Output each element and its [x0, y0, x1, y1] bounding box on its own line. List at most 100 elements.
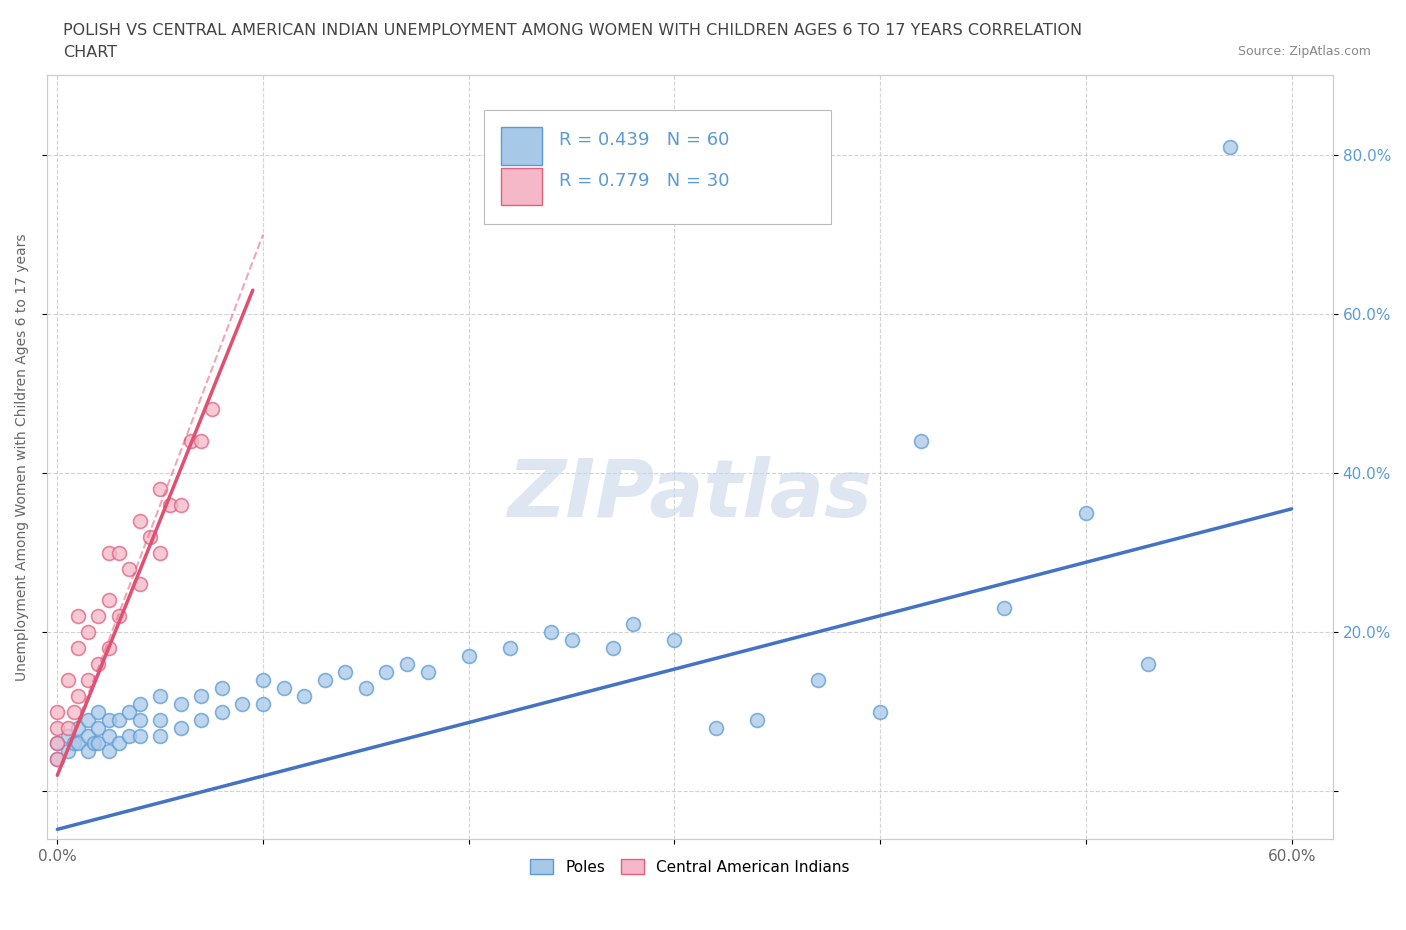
Point — [561, 632, 583, 647]
Point — [664, 632, 686, 647]
FancyBboxPatch shape — [484, 110, 831, 224]
Point — [170, 498, 193, 512]
FancyBboxPatch shape — [501, 127, 543, 165]
Point — [273, 681, 295, 696]
Point — [292, 688, 315, 703]
Point — [869, 704, 891, 719]
Point — [231, 697, 253, 711]
Point — [62, 736, 84, 751]
Point — [66, 720, 89, 735]
Point — [252, 672, 274, 687]
Point — [170, 720, 193, 735]
Text: POLISH VS CENTRAL AMERICAN INDIAN UNEMPLOYMENT AMONG WOMEN WITH CHILDREN AGES 6 : POLISH VS CENTRAL AMERICAN INDIAN UNEMPL… — [63, 23, 1083, 38]
Point — [46, 720, 69, 735]
Point — [118, 704, 141, 719]
Point — [375, 664, 398, 679]
Point — [416, 664, 439, 679]
Point — [46, 736, 69, 751]
Point — [97, 712, 120, 727]
Point — [108, 609, 131, 624]
Point — [118, 728, 141, 743]
Point — [87, 736, 110, 751]
Point — [118, 561, 141, 576]
Point — [211, 704, 233, 719]
Point — [87, 720, 110, 735]
Legend: Poles, Central American Indians: Poles, Central American Indians — [524, 853, 855, 881]
Point — [97, 744, 120, 759]
Point — [139, 529, 162, 544]
Point — [128, 728, 150, 743]
Point — [190, 712, 212, 727]
Point — [128, 712, 150, 727]
Text: ZIPatlas: ZIPatlas — [508, 457, 872, 535]
Point — [314, 672, 336, 687]
Point — [56, 728, 79, 743]
Text: Source: ZipAtlas.com: Source: ZipAtlas.com — [1237, 45, 1371, 58]
Point — [46, 752, 69, 767]
Point — [396, 657, 419, 671]
Point — [66, 688, 89, 703]
Point — [201, 402, 224, 417]
Point — [87, 609, 110, 624]
Point — [108, 712, 131, 727]
Text: R = 0.779   N = 30: R = 0.779 N = 30 — [558, 172, 730, 190]
Point — [704, 720, 727, 735]
Point — [66, 641, 89, 656]
Point — [149, 712, 172, 727]
Point — [66, 736, 89, 751]
Point — [1219, 140, 1241, 154]
Point — [159, 498, 181, 512]
FancyBboxPatch shape — [501, 167, 543, 206]
Point — [540, 625, 562, 640]
Point — [83, 736, 105, 751]
Point — [190, 433, 212, 448]
Point — [128, 697, 150, 711]
Point — [149, 728, 172, 743]
Point — [56, 720, 79, 735]
Point — [108, 545, 131, 560]
Point — [56, 744, 79, 759]
Point — [77, 728, 100, 743]
Point — [354, 681, 377, 696]
Point — [46, 752, 69, 767]
Point — [108, 736, 131, 751]
Point — [745, 712, 768, 727]
Text: R = 0.439   N = 60: R = 0.439 N = 60 — [558, 131, 730, 150]
Point — [128, 577, 150, 591]
Point — [46, 736, 69, 751]
Point — [87, 657, 110, 671]
Y-axis label: Unemployment Among Women with Children Ages 6 to 17 years: Unemployment Among Women with Children A… — [15, 233, 30, 681]
Point — [149, 482, 172, 497]
Point — [128, 513, 150, 528]
Point — [66, 609, 89, 624]
Point — [211, 681, 233, 696]
Point — [807, 672, 830, 687]
Point — [180, 433, 202, 448]
Point — [190, 688, 212, 703]
Point — [97, 641, 120, 656]
Point — [77, 672, 100, 687]
Point — [499, 641, 522, 656]
Point — [77, 744, 100, 759]
Point — [252, 697, 274, 711]
Point — [170, 697, 193, 711]
Point — [1136, 657, 1159, 671]
Point — [910, 433, 932, 448]
Point — [621, 617, 644, 631]
Point — [602, 641, 624, 656]
Point — [97, 593, 120, 608]
Point — [149, 545, 172, 560]
Point — [97, 728, 120, 743]
Point — [87, 704, 110, 719]
Point — [56, 672, 79, 687]
Point — [1074, 505, 1097, 520]
Point — [62, 704, 84, 719]
Point — [97, 545, 120, 560]
Point — [457, 648, 479, 663]
Point — [993, 601, 1015, 616]
Point — [335, 664, 357, 679]
Point — [77, 712, 100, 727]
Point — [77, 625, 100, 640]
Point — [149, 688, 172, 703]
Point — [46, 704, 69, 719]
